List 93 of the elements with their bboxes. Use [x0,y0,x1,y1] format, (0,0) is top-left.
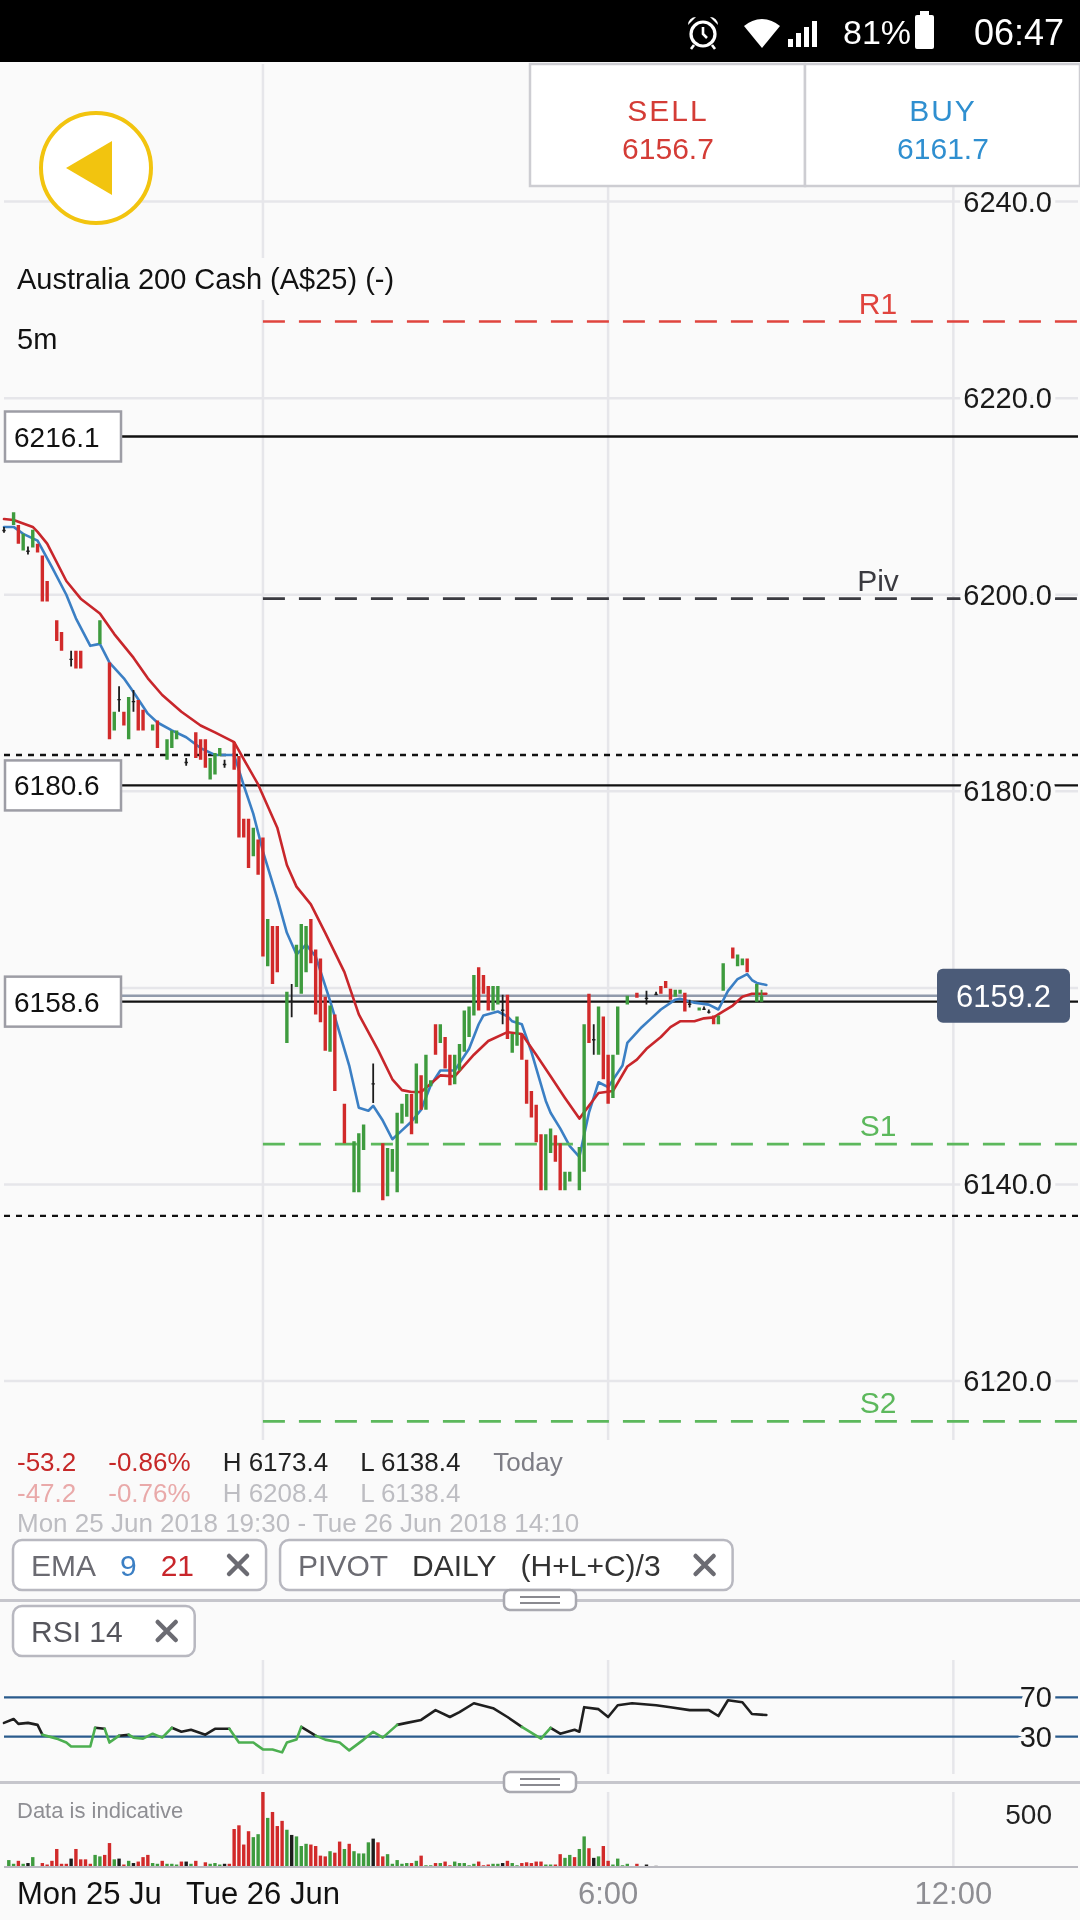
annotation: BUY [909,93,977,127]
bar [280,1820,284,1866]
text: -47.2 [17,1478,77,1508]
candlestick [184,757,188,766]
bar [635,1863,639,1866]
bar [285,1829,289,1866]
chart-title: RSI 14 [31,1614,123,1648]
text: -0.86% [108,1447,191,1477]
candlestick [117,686,121,712]
bar [309,1844,313,1866]
candlestick [69,650,73,667]
y-tick-label: 6200.0 [963,578,1052,611]
bar [582,1836,586,1866]
bar [21,1863,25,1866]
text: H 6208.4 [222,1478,329,1508]
bar [7,1860,11,1866]
bar [385,1854,390,1866]
bar [203,1862,208,1866]
bar [131,1863,136,1866]
bar [596,1856,601,1866]
bar [40,1863,45,1866]
bar [150,1863,155,1866]
x-tick-label: Tue 26 Jun [185,1875,340,1911]
ref-line-label: 6216.1 [14,421,100,452]
text: H 6173.4 [222,1447,329,1477]
ref-line-label: 6158.6 [14,986,100,1018]
bar [520,1863,524,1866]
series-label: R1 [858,286,898,320]
bar [69,1858,73,1866]
text: PIVOT [298,1548,389,1582]
bar [83,1859,88,1866]
candlestick [2,526,6,533]
bar [524,1862,529,1866]
bar [112,1859,116,1866]
annotation: 6156.7 [622,131,714,165]
x-tick-label: 12:00 [914,1875,993,1911]
ref-line-label: 6180.6 [14,769,100,801]
text: L 6138.4 [360,1478,461,1508]
candlestick [371,1063,375,1103]
annotation: Data is indicative [17,1797,184,1823]
bar [256,1834,260,1866]
bar [572,1857,577,1866]
bar [539,1861,543,1866]
bar [563,1857,567,1866]
bar [438,1863,443,1866]
bar [558,1854,562,1866]
y-tick-label: 6240.0 [963,185,1052,218]
bar [371,1838,375,1866]
ref-line-label: 6159.2 [956,978,1051,1014]
text: 81% [843,13,912,51]
text: -53.2 [17,1447,77,1477]
annotation: 6161.7 [897,131,989,165]
series-label: S1 [859,1108,897,1142]
text: Australia 200 Cash (A$25) (-) [17,263,395,295]
y-tick-label: 6120.0 [963,1365,1052,1398]
text: Mon 25 Ju [17,1875,162,1911]
bar [304,1843,308,1866]
bar [74,1848,78,1866]
series-label: Piv [857,563,899,597]
text: Mon 25 Jun 2018 19:30 - Tue 26 Jun 2018 14:10 [17,1508,580,1538]
bar [433,1863,438,1866]
text: L 6138.4 [360,1447,461,1477]
y-tick-label: 6140.0 [963,1168,1052,1201]
bar [361,1853,366,1866]
x-tick-label: 6:00 [577,1875,639,1911]
bar [409,1863,414,1866]
legend-title: EMA [31,1548,97,1582]
text: -0.76% [108,1478,191,1508]
annotation: 500 [1005,1798,1052,1830]
text: Today [493,1447,563,1477]
bar [328,1851,332,1866]
bar [457,1863,462,1866]
bar [26,1863,30,1866]
bar [189,1863,193,1866]
bar [500,1863,505,1866]
text: 9 [120,1548,137,1582]
candlestick [592,1024,596,1055]
bar [587,1848,591,1866]
text: 21 [160,1548,195,1582]
bar [529,1863,534,1866]
bar [323,1856,327,1866]
text: (H+L+C)/3 [520,1548,661,1582]
annotation: SELL [627,93,709,127]
text: DAILY [412,1548,497,1582]
series-label: S2 [859,1385,897,1419]
bar [376,1842,380,1866]
bar [31,1857,35,1866]
text: 06:47 [973,11,1064,53]
text: 5m [17,323,58,355]
bar [117,1858,121,1866]
bar [184,1861,188,1866]
y-tick-label: 6220.0 [963,382,1052,415]
bar [419,1855,423,1866]
